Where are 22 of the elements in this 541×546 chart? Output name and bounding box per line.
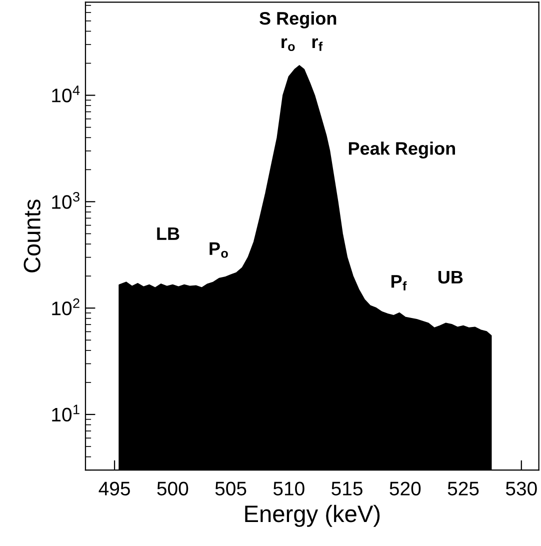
x-tick-label: 510 <box>273 482 304 496</box>
x-axis-title: Energy (keV) <box>245 504 380 527</box>
annotation: P$_{f}$ <box>391 275 407 290</box>
y-tick-label: 10$^{2}$ <box>52 298 80 316</box>
y-tick-label: 10$^{1}$ <box>52 404 80 422</box>
x-tick-label: 505 <box>215 482 246 496</box>
y-tick-label: 10$^{3}$ <box>52 192 80 209</box>
annotation: LB <box>157 227 180 240</box>
y-axis-title: Counts <box>24 200 40 272</box>
annotation: S Region <box>260 12 336 28</box>
y-tick-label: 10$^{4}$ <box>52 86 80 102</box>
annotation: r$_{o}$ <box>282 38 295 51</box>
x-tick-label: 515 <box>332 482 362 496</box>
x-tick-label: 520 <box>390 482 421 496</box>
annotation: UB <box>438 270 463 284</box>
annotation: r$_{f}$ <box>312 38 323 51</box>
x-tick-label: 530 <box>506 482 537 496</box>
x-tick-label: 525 <box>448 482 479 496</box>
x-tick-label: 495 <box>98 482 130 496</box>
annotation: Peak Region <box>348 142 455 158</box>
annotation: P$_{o}$ <box>210 242 228 258</box>
x-tick-label: 500 <box>157 482 188 496</box>
